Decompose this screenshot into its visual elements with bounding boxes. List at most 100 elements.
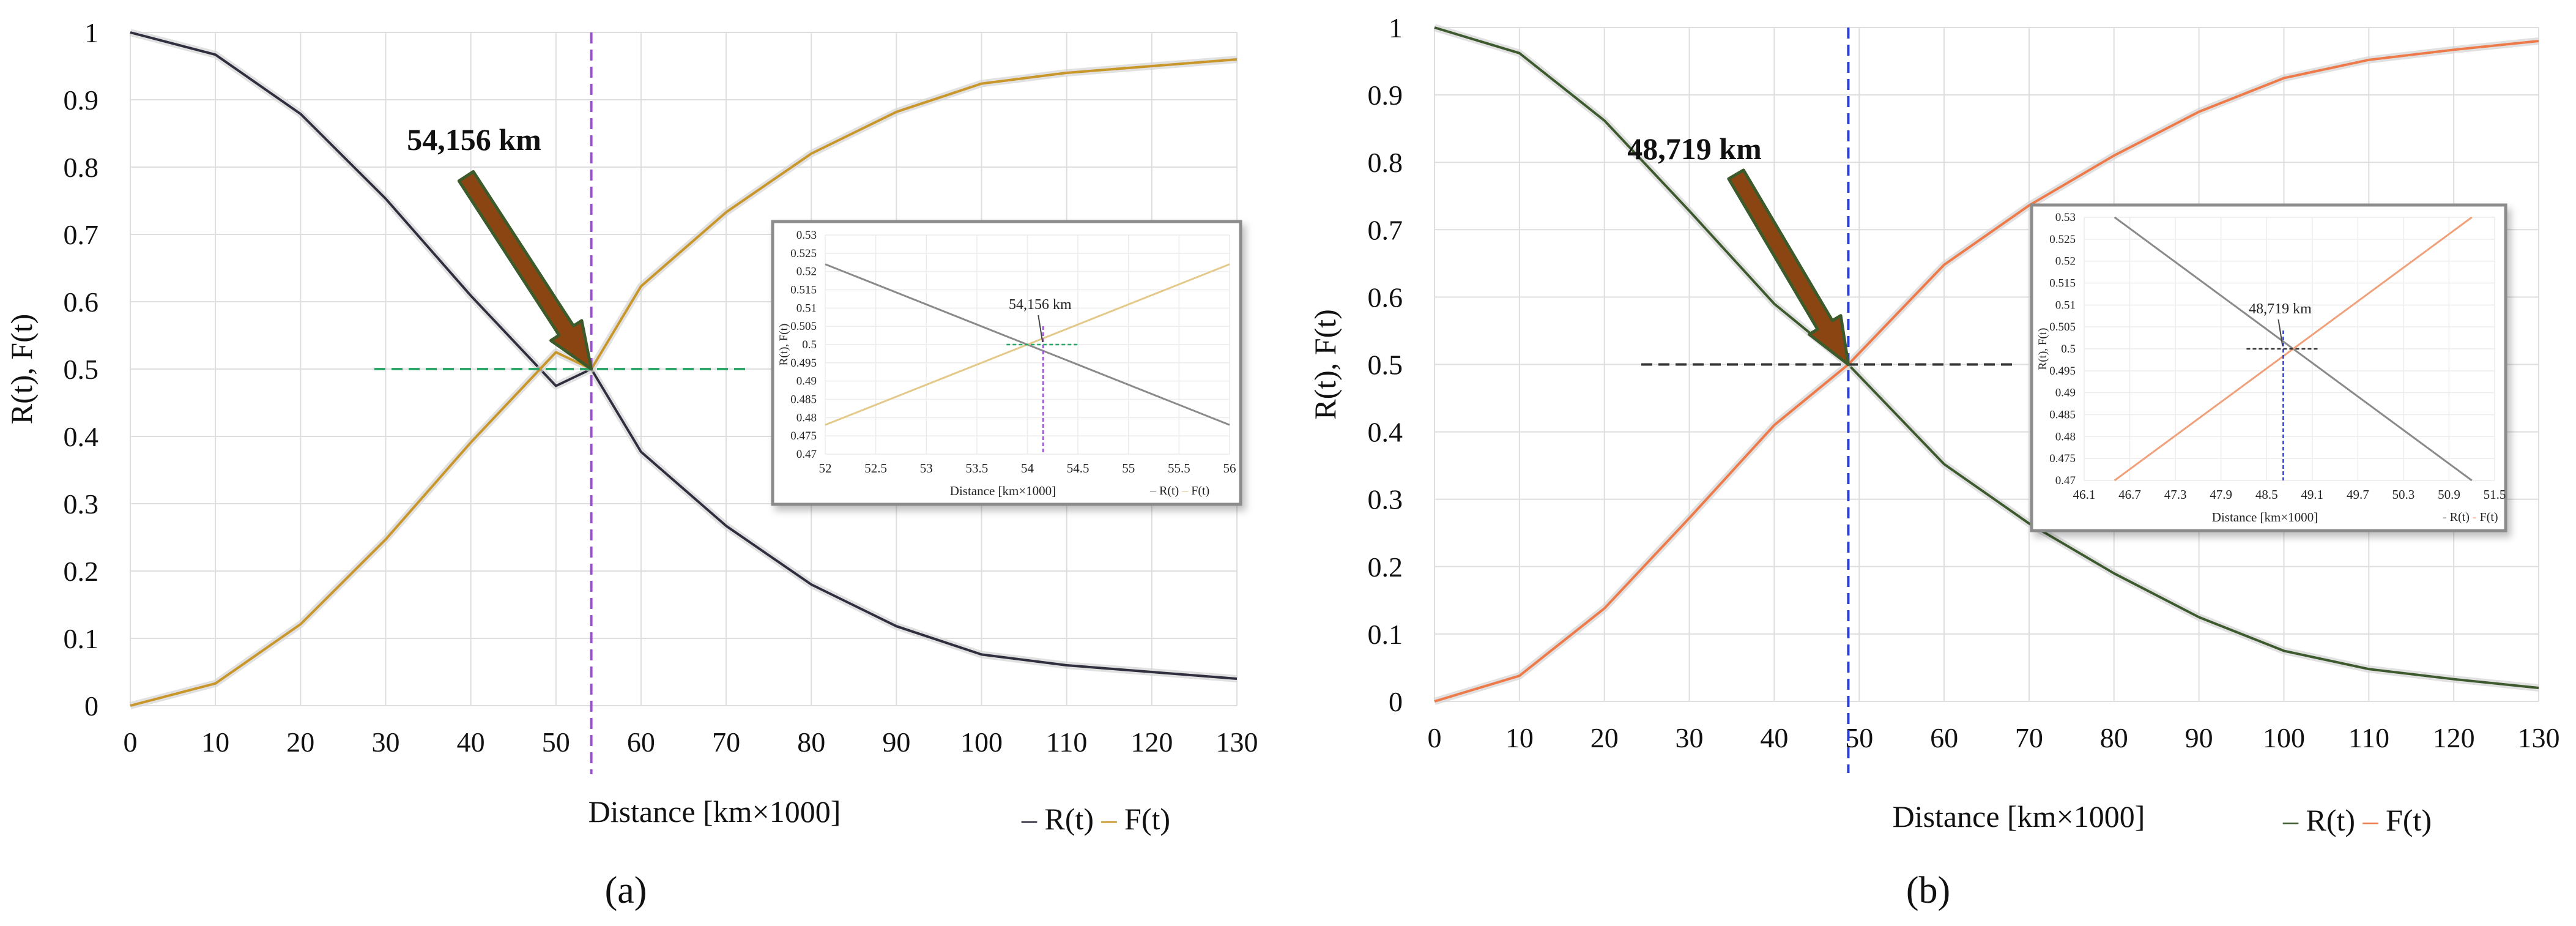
y-tick-label: 0.8: [64, 152, 99, 183]
y-tick-label: 0.5: [1368, 349, 1403, 381]
series-line-R: [1434, 26, 2539, 689]
inset-y-tick-label: 0.5: [802, 338, 817, 351]
inset-y-tick-label: 0.51: [796, 302, 817, 315]
inset-chart: 0.47 0.475 0.48 0.485 0.49 0.495 0.5 0.505 0.51 0…: [2030, 203, 2507, 532]
crossing-label: 54,156 km: [407, 122, 541, 157]
x-tick-label: 110: [1046, 726, 1087, 758]
inset-y-tick-label: 0.51: [2055, 299, 2076, 312]
panel-label-a: (a): [605, 870, 647, 911]
x-tick-label: 110: [2348, 722, 2389, 753]
inset-y-tick-label: 0.505: [790, 320, 817, 333]
legend-label-F: F(t): [2386, 803, 2432, 837]
y-tick-label: 0.1: [1368, 619, 1403, 650]
y-tick-label: 0.2: [64, 556, 99, 587]
inset-legend-label: R(t): [1159, 484, 1179, 498]
legend-label-R: R(t): [1045, 802, 1094, 836]
inset-y-tick-label: 0.5: [2061, 343, 2076, 356]
inset-x-tick-label: 46.1: [2073, 487, 2096, 502]
y-axis-label: R(t), F(t): [4, 314, 39, 425]
inset-x-tick-label: 48.5: [2255, 487, 2278, 502]
legend-swatch-F: –: [1094, 802, 1124, 836]
inset-x-tick-label: 50.3: [2392, 487, 2415, 502]
inset-y-axis-label: R(t), F(t): [778, 324, 790, 366]
x-tick-label: 10: [1505, 722, 1534, 753]
inset-y-tick-label: 0.525: [2049, 233, 2076, 246]
y-tick-label: 0.8: [1368, 147, 1403, 178]
y-tick-label: 0.7: [64, 219, 99, 250]
inset-series-F: [2114, 216, 2473, 482]
inset-legend: - R(t) - F(t): [2443, 510, 2498, 524]
series-line-R: [130, 31, 1238, 680]
inset-y-tick-label: 0.52: [2055, 255, 2076, 268]
inset-x-tick-label: 52: [819, 461, 832, 476]
legend-label-F: F(t): [1124, 802, 1170, 836]
y-tick-label: 0.1: [64, 623, 99, 654]
y-tick-label: 0.3: [64, 488, 99, 520]
x-tick-label: 50: [542, 726, 570, 758]
chart-panel-b: 00.10.20.30.40.50.60.70.80.910 10 20 30 40 50…: [1308, 12, 2560, 837]
inset-y-tick-label: 0.475: [2049, 452, 2076, 465]
legend-swatch-R: –: [2282, 803, 2306, 837]
inset-x-tick-label: 56: [1223, 461, 1236, 476]
x-tick-label: 70: [2015, 722, 2043, 753]
inset-y-tick-label: 0.515: [790, 284, 817, 297]
y-tick-label: 0.9: [1368, 80, 1403, 111]
y-tick-label: 0.3: [1368, 484, 1403, 515]
inset-y-tick-label: 0.53: [796, 229, 817, 242]
x-tick-label: 20: [286, 726, 314, 758]
inset-y-tick-label: 0.49: [2055, 387, 2076, 400]
inset-x-tick-label: 53.5: [966, 461, 989, 476]
legend: – R(t) – F(t): [1021, 802, 1170, 836]
inset-chart: 0.47 0.475 0.48 0.485 0.49 0.495 0.5 0.505 0.51 0…: [771, 220, 1242, 506]
x-tick-label: 0: [124, 726, 138, 758]
x-tick-label: 10: [201, 726, 229, 758]
inset-x-tick-label: 55.5: [1168, 461, 1190, 476]
inset-x-tick-label: 55: [1122, 461, 1135, 476]
inset-legend-label: F(t): [1191, 484, 1209, 498]
x-tick-label: 30: [371, 726, 399, 758]
inset-y-tick-label: 0.525: [790, 247, 817, 260]
inset-x-tick-label: 49.7: [2347, 487, 2369, 502]
panel-label-b: (b): [1906, 870, 1950, 911]
inset-y-tick-label: 0.495: [790, 357, 817, 370]
x-axis-label: Distance [km×1000]: [1893, 799, 2145, 834]
x-tick-label: 60: [1930, 722, 1958, 753]
y-tick-label: 0.7: [1368, 214, 1403, 245]
inset-y-tick-label: 0.485: [2049, 409, 2076, 422]
inset-legend-swatch: -: [2443, 510, 2450, 524]
crossing-label: 48,719 km: [1627, 132, 1761, 166]
inset-label-pointer: [2277, 319, 2284, 347]
inset-y-tick-label: 0.47: [796, 448, 817, 461]
inset-y-tick-label: 0.48: [796, 411, 817, 424]
inset-y-tick-label: 0.485: [790, 394, 817, 406]
inset-legend: – R(t) – F(t): [1149, 484, 1209, 498]
x-tick-label: 90: [2185, 722, 2213, 753]
y-tick-label: 0: [84, 690, 98, 722]
inset-legend-swatch: -: [2470, 510, 2480, 524]
x-tick-label: 130: [1216, 726, 1258, 758]
x-tick-label: 50: [1845, 722, 1873, 753]
inset-x-tick-label: 54.5: [1067, 461, 1089, 476]
x-tick-label: 40: [457, 726, 485, 758]
y-tick-label: 1: [1389, 12, 1403, 43]
y-tick-label: 0.4: [64, 421, 99, 452]
y-tick-label: 0.4: [1368, 417, 1403, 448]
inset-y-tick-label: 0.48: [2055, 430, 2076, 443]
chart-panel-a: 00.10.20.30.40.50.60.70.80.910 10 20 30 40 50…: [4, 17, 1258, 836]
x-tick-label: 120: [2433, 722, 2475, 753]
inset-x-tick-label: 46.7: [2118, 487, 2141, 502]
inset-y-tick-label: 0.49: [796, 375, 817, 388]
series-line-F: [1434, 40, 2539, 703]
inset-x-tick-label: 47.3: [2164, 487, 2187, 502]
y-axis-label: R(t), F(t): [1308, 309, 1342, 420]
inset-x-axis-label: Distance [km×1000]: [950, 484, 1056, 498]
inset-y-tick-label: 0.53: [2055, 211, 2076, 224]
x-tick-label: 90: [882, 726, 910, 758]
y-tick-label: 0.6: [1368, 282, 1403, 313]
inset-x-tick-label: 52.5: [864, 461, 887, 476]
inset-legend-label: R(t): [2450, 510, 2470, 524]
legend-swatch-F: –: [2355, 803, 2386, 837]
y-tick-label: 0.5: [64, 354, 99, 385]
legend: – R(t) – F(t): [2282, 803, 2432, 837]
inset-y-tick-label: 0.505: [2049, 321, 2076, 334]
